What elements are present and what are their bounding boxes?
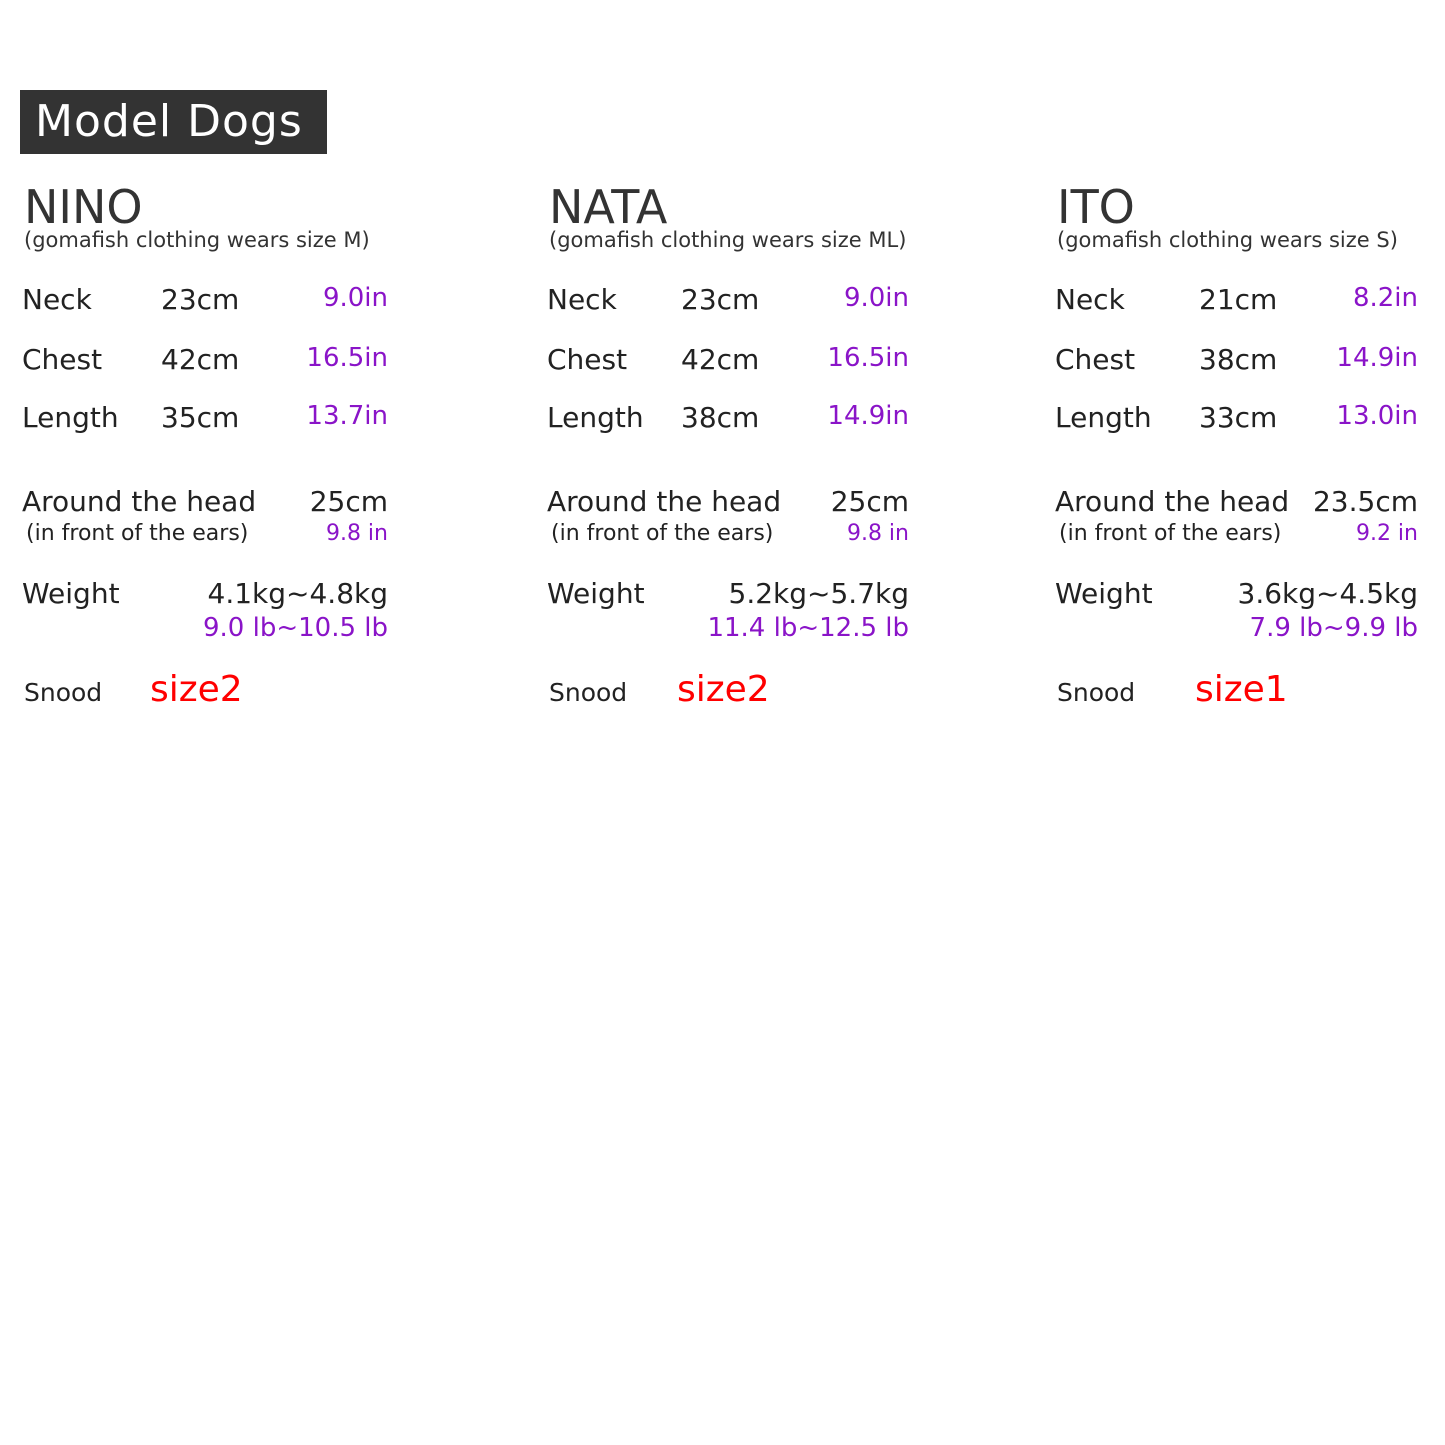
chest-in: 16.5in bbox=[827, 343, 909, 373]
neck-label: Neck bbox=[1055, 283, 1125, 316]
snood-label: Snood bbox=[1057, 678, 1136, 707]
length-in: 14.9in bbox=[827, 401, 909, 431]
snood-label: Snood bbox=[24, 678, 103, 707]
chest-cm: 42cm bbox=[161, 343, 240, 376]
head-label: Around the head bbox=[1055, 485, 1290, 518]
snood-size: size1 bbox=[1195, 669, 1288, 710]
weight-lb: 11.4 lb~12.5 lb bbox=[707, 613, 909, 643]
dog-name: ITO bbox=[1057, 180, 1135, 234]
head-note: (in front of the ears) bbox=[1059, 521, 1282, 546]
clothing-size-note: (gomafish clothing wears size S) bbox=[1057, 228, 1398, 252]
chest-label: Chest bbox=[547, 343, 628, 376]
dog-name: NATA bbox=[549, 180, 668, 234]
neck-label: Neck bbox=[547, 283, 617, 316]
length-cm: 33cm bbox=[1199, 401, 1278, 434]
snood-label: Snood bbox=[549, 678, 628, 707]
length-label: Length bbox=[1055, 401, 1152, 434]
neck-in: 9.0in bbox=[843, 283, 909, 313]
neck-label: Neck bbox=[22, 283, 92, 316]
head-in: 9.2 in bbox=[1355, 521, 1418, 546]
snood-size: size2 bbox=[150, 669, 243, 710]
length-label: Length bbox=[22, 401, 119, 434]
head-in: 9.8 in bbox=[325, 521, 388, 546]
weight-label: Weight bbox=[547, 577, 645, 610]
weight-lb: 9.0 lb~10.5 lb bbox=[202, 613, 388, 643]
chest-label: Chest bbox=[22, 343, 103, 376]
head-in: 9.8 in bbox=[846, 521, 909, 546]
length-cm: 38cm bbox=[681, 401, 760, 434]
dog-name: NINO bbox=[24, 180, 143, 234]
neck-in: 9.0in bbox=[322, 283, 388, 313]
snood-size: size2 bbox=[677, 669, 770, 710]
neck-in: 8.2in bbox=[1352, 283, 1418, 313]
head-label: Around the head bbox=[22, 485, 257, 518]
chest-in: 16.5in bbox=[306, 343, 388, 373]
length-cm: 35cm bbox=[161, 401, 240, 434]
page-title: Model Dogs bbox=[20, 90, 327, 154]
chest-cm: 42cm bbox=[681, 343, 760, 376]
weight-label: Weight bbox=[1055, 577, 1153, 610]
length-in: 13.7in bbox=[306, 401, 388, 431]
weight-kg: 5.2kg~5.7kg bbox=[728, 577, 910, 610]
head-note: (in front of the ears) bbox=[26, 521, 249, 546]
neck-cm: 23cm bbox=[681, 283, 760, 316]
head-cm: 25cm bbox=[309, 485, 388, 518]
weight-label: Weight bbox=[22, 577, 120, 610]
head-note: (in front of the ears) bbox=[551, 521, 774, 546]
chest-label: Chest bbox=[1055, 343, 1136, 376]
weight-kg: 4.1kg~4.8kg bbox=[207, 577, 389, 610]
head-label: Around the head bbox=[547, 485, 782, 518]
length-label: Length bbox=[547, 401, 644, 434]
weight-lb: 7.9 lb~9.9 lb bbox=[1249, 613, 1418, 643]
weight-kg: 3.6kg~4.5kg bbox=[1237, 577, 1419, 610]
clothing-size-note: (gomafish clothing wears size M) bbox=[24, 228, 370, 252]
chest-in: 14.9in bbox=[1336, 343, 1418, 373]
neck-cm: 21cm bbox=[1199, 283, 1278, 316]
head-cm: 23.5cm bbox=[1312, 485, 1418, 518]
neck-cm: 23cm bbox=[161, 283, 240, 316]
clothing-size-note: (gomafish clothing wears size ML) bbox=[549, 228, 907, 252]
head-cm: 25cm bbox=[830, 485, 909, 518]
chest-cm: 38cm bbox=[1199, 343, 1278, 376]
length-in: 13.0in bbox=[1336, 401, 1418, 431]
